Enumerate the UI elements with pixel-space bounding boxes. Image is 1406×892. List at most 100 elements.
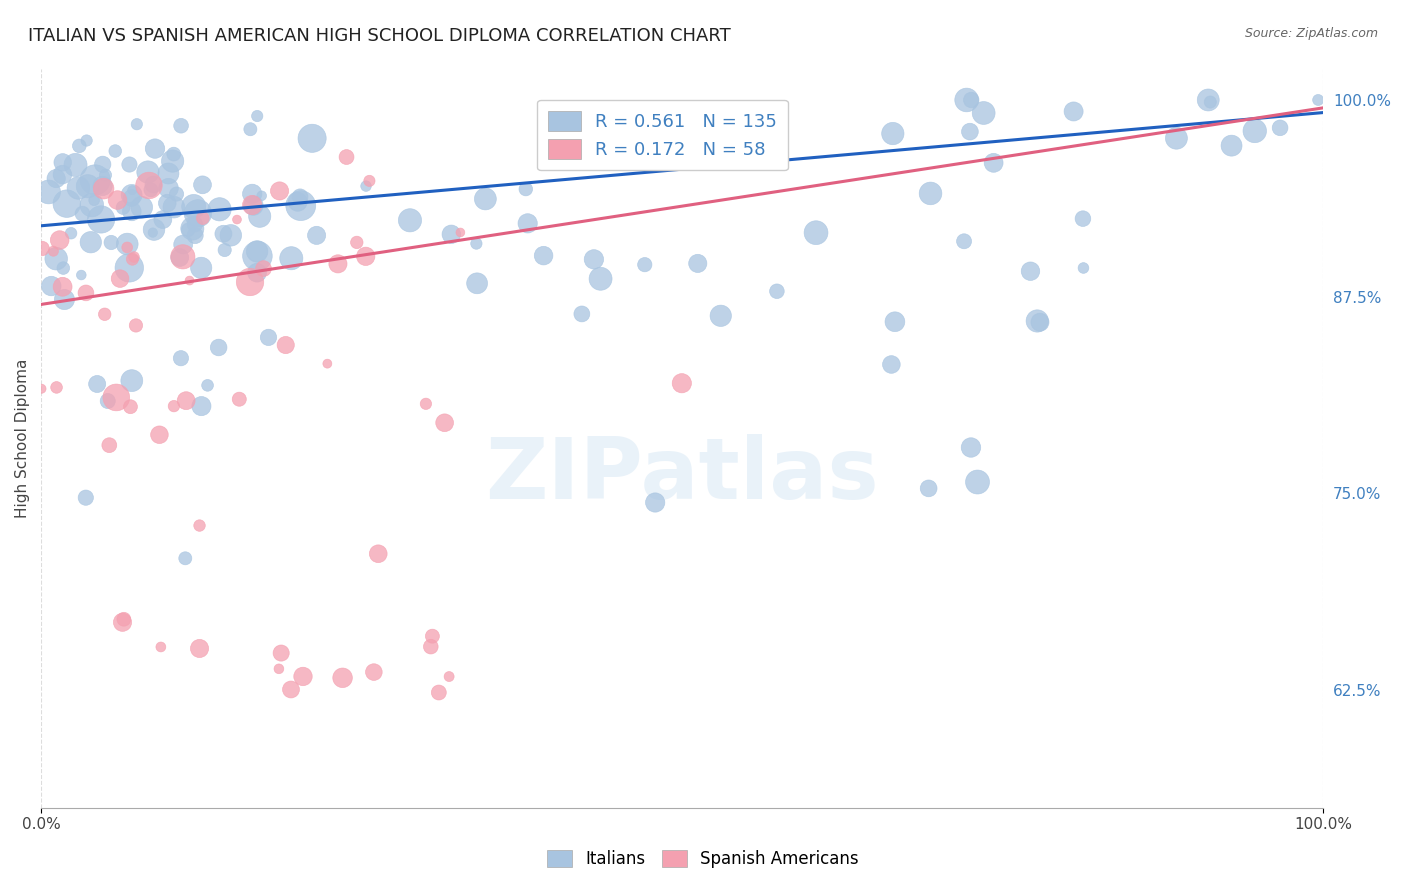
Point xyxy=(240,186,263,201)
Point xyxy=(671,376,693,391)
Point xyxy=(51,168,73,182)
Point xyxy=(515,182,537,196)
Point xyxy=(91,157,114,171)
Point xyxy=(240,198,263,212)
Point xyxy=(214,243,236,257)
Point xyxy=(157,166,180,180)
Point xyxy=(686,256,709,270)
Point xyxy=(399,213,422,227)
Point xyxy=(1199,95,1222,109)
Point xyxy=(179,274,201,288)
Legend: R = 0.561   N = 135, R = 0.172   N = 58: R = 0.561 N = 135, R = 0.172 N = 58 xyxy=(537,100,787,170)
Point xyxy=(52,261,75,276)
Point xyxy=(226,212,249,227)
Point xyxy=(70,268,93,282)
Point xyxy=(766,285,789,299)
Point xyxy=(91,178,114,193)
Point xyxy=(162,154,184,169)
Point xyxy=(1166,131,1188,145)
Point xyxy=(359,174,381,188)
Point xyxy=(917,482,939,496)
Point xyxy=(142,226,165,240)
Point xyxy=(239,122,262,136)
Point xyxy=(326,257,349,271)
Point xyxy=(252,261,274,276)
Point xyxy=(1073,260,1095,275)
Point xyxy=(97,394,120,409)
Point xyxy=(920,186,942,201)
Point xyxy=(115,237,138,252)
Point xyxy=(120,400,142,414)
Point xyxy=(188,641,211,656)
Point xyxy=(363,665,385,679)
Point xyxy=(166,187,188,202)
Point xyxy=(291,669,314,683)
Point xyxy=(121,252,143,267)
Point xyxy=(76,134,98,148)
Point xyxy=(290,199,312,213)
Point xyxy=(433,416,456,430)
Point xyxy=(449,226,471,240)
Point xyxy=(804,226,827,240)
Text: Source: ZipAtlas.com: Source: ZipAtlas.com xyxy=(1244,27,1378,40)
Point xyxy=(45,171,67,186)
Point xyxy=(121,191,143,205)
Point xyxy=(45,252,67,266)
Point xyxy=(174,393,197,408)
Point xyxy=(246,249,269,263)
Point xyxy=(72,207,94,221)
Point xyxy=(1029,315,1052,329)
Point xyxy=(960,93,983,107)
Point xyxy=(516,216,538,230)
Point xyxy=(191,178,214,192)
Point xyxy=(170,351,193,366)
Point xyxy=(112,201,135,215)
Point xyxy=(440,227,463,242)
Point xyxy=(111,615,134,630)
Point xyxy=(184,217,207,231)
Point xyxy=(93,181,115,195)
Point xyxy=(131,200,153,214)
Point xyxy=(187,206,209,220)
Point xyxy=(219,228,242,243)
Point xyxy=(138,178,160,193)
Point xyxy=(1026,314,1049,328)
Point xyxy=(157,181,180,195)
Point xyxy=(228,392,250,407)
Point xyxy=(177,223,200,237)
Point xyxy=(301,131,323,145)
Point xyxy=(239,275,262,289)
Point xyxy=(98,438,121,452)
Point xyxy=(1197,93,1219,107)
Point xyxy=(67,181,90,195)
Point xyxy=(644,495,666,509)
Point xyxy=(212,227,235,241)
Point xyxy=(86,376,108,391)
Point xyxy=(169,251,191,265)
Point xyxy=(152,212,174,227)
Point xyxy=(121,374,143,388)
Point xyxy=(122,250,145,264)
Point xyxy=(354,249,377,263)
Point xyxy=(710,309,733,323)
Point xyxy=(634,258,657,272)
Point xyxy=(242,198,264,212)
Point xyxy=(346,235,368,250)
Point xyxy=(191,211,214,225)
Point xyxy=(419,640,441,654)
Point xyxy=(84,173,107,187)
Point xyxy=(108,271,131,285)
Text: ITALIAN VS SPANISH AMERICAN HIGH SCHOOL DIPLOMA CORRELATION CHART: ITALIAN VS SPANISH AMERICAN HIGH SCHOOL … xyxy=(28,27,731,45)
Point xyxy=(104,144,127,158)
Point xyxy=(582,252,605,267)
Point xyxy=(93,307,115,321)
Point xyxy=(52,280,75,294)
Point xyxy=(983,156,1005,170)
Point xyxy=(959,125,981,139)
Point xyxy=(118,260,141,275)
Point xyxy=(80,235,103,250)
Point xyxy=(100,235,122,250)
Point xyxy=(208,202,231,217)
Point xyxy=(1268,120,1291,135)
Point xyxy=(55,196,77,211)
